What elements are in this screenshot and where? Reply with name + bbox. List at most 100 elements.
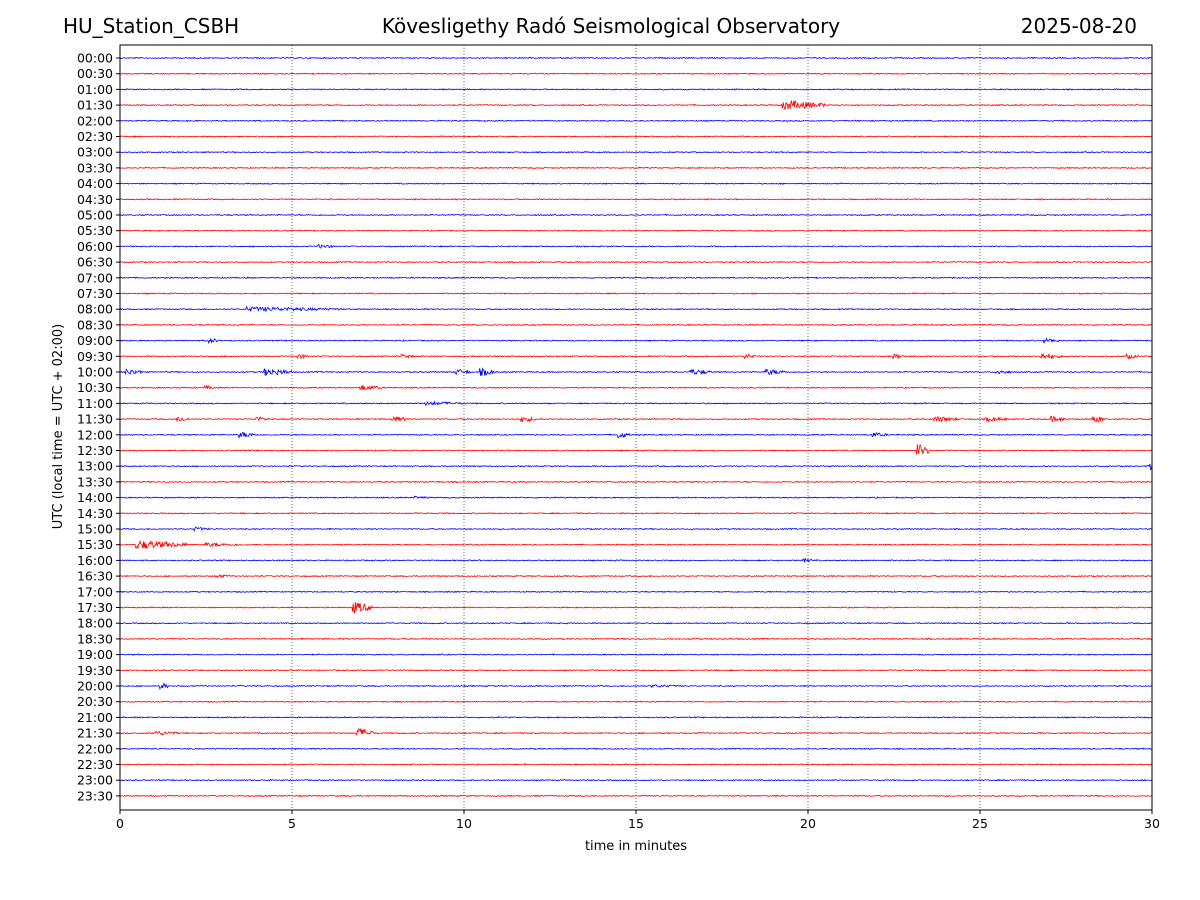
- trace-1130: [119, 415, 1153, 423]
- trace-0330: [119, 166, 1153, 170]
- trace-0730: [119, 292, 1153, 295]
- trace-2130: [119, 727, 1153, 736]
- y-tick-label: 17:00: [77, 584, 113, 599]
- trace-1100: [119, 400, 1153, 407]
- y-tick-label: 15:00: [77, 522, 113, 537]
- x-tick-label: 15: [628, 816, 644, 831]
- y-tick-label: 14:00: [77, 490, 113, 505]
- y-tick-label: 01:00: [77, 82, 113, 97]
- x-tick-label: 25: [972, 816, 988, 831]
- y-tick-label: 11:00: [77, 396, 113, 411]
- y-tick-label: 09:00: [77, 333, 113, 348]
- y-tick-label: 05:00: [77, 208, 113, 223]
- y-tick-label: 02:00: [77, 113, 113, 128]
- trace-0800: [119, 305, 1153, 313]
- x-tick-label: 20: [800, 816, 816, 831]
- trace-2230: [119, 763, 1153, 766]
- trace-2100: [119, 716, 1153, 719]
- trace-1030: [119, 384, 1153, 391]
- y-tick-label: 09:30: [77, 349, 113, 364]
- x-tick-label: 5: [288, 816, 296, 831]
- trace-0400: [119, 182, 1153, 185]
- y-tick-label: 06:00: [77, 239, 113, 254]
- y-tick-label: 19:30: [77, 663, 113, 678]
- y-tick-label: 01:30: [77, 98, 113, 113]
- y-tick-label: 04:30: [77, 192, 113, 207]
- y-tick-label: 23:00: [77, 773, 113, 788]
- trace-1330: [119, 480, 1153, 484]
- y-tick-label: 08:00: [77, 302, 113, 317]
- y-tick-label: 03:00: [77, 145, 113, 160]
- trace-0600: [119, 243, 1153, 249]
- y-tick-label: 13:30: [77, 474, 113, 489]
- trace-1500: [119, 526, 1153, 533]
- x-tick-label: 0: [116, 816, 124, 831]
- x-tick-label: 30: [1144, 816, 1160, 831]
- y-tick-label: 06:30: [77, 255, 113, 270]
- trace-0200: [119, 119, 1153, 123]
- y-tick-label: 10:00: [77, 365, 113, 380]
- trace-0700: [119, 276, 1153, 280]
- y-tick-label: 19:00: [77, 647, 113, 662]
- x-tick-label: 10: [456, 816, 472, 831]
- trace-1830: [119, 637, 1153, 641]
- y-tick-label: 22:30: [77, 757, 113, 772]
- trace-0030: [119, 72, 1153, 75]
- plot-date: 2025-08-20: [1020, 14, 1137, 38]
- y-tick-label: 21:30: [77, 726, 113, 741]
- y-tick-label: 16:00: [77, 553, 113, 568]
- trace-0000: [119, 56, 1153, 60]
- station-name: HU_Station_CSBH: [63, 14, 240, 38]
- x-axis-label: time in minutes: [585, 839, 687, 854]
- trace-1000: [119, 367, 1153, 376]
- trace-1900: [119, 653, 1153, 656]
- trace-1400: [119, 495, 1153, 500]
- y-tick-label: 18:30: [77, 631, 113, 646]
- trace-0930: [119, 352, 1153, 360]
- y-tick-label: 14:30: [77, 506, 113, 521]
- trace-0530: [119, 229, 1153, 232]
- y-tick-label: 20:30: [77, 694, 113, 709]
- y-tick-label: 08:30: [77, 317, 113, 332]
- trace-0430: [119, 198, 1153, 201]
- trace-1530: [119, 539, 1153, 550]
- y-tick-label: 16:30: [77, 569, 113, 584]
- observatory-title: Kövesligethy Radó Seismological Observat…: [381, 14, 841, 38]
- trace-1700: [119, 590, 1153, 594]
- trace-2330: [119, 794, 1153, 798]
- y-tick-label: 07:00: [77, 270, 113, 285]
- trace-1300: [119, 463, 1153, 471]
- y-tick-label: 07:30: [77, 286, 113, 301]
- y-axis-label: UTC (local time = UTC + 02:00): [51, 324, 66, 529]
- trace-2200: [119, 747, 1153, 751]
- y-tick-label: 12:30: [77, 443, 113, 458]
- trace-1230: [119, 443, 1153, 455]
- y-tick-label: 03:30: [77, 160, 113, 175]
- trace-1930: [119, 668, 1153, 672]
- trace-1630: [119, 574, 1153, 579]
- y-tick-label: 17:30: [77, 600, 113, 615]
- trace-2000: [119, 682, 1153, 691]
- y-tick-label: 00:00: [77, 51, 113, 66]
- y-tick-label: 15:30: [77, 537, 113, 552]
- y-tick-label: 13:00: [77, 459, 113, 474]
- y-tick-label: 18:00: [77, 616, 113, 631]
- trace-1600: [119, 557, 1153, 563]
- y-tick-label: 23:30: [77, 788, 113, 803]
- trace-2030: [119, 700, 1153, 704]
- trace-0500: [119, 213, 1153, 217]
- y-tick-label: 22:00: [77, 741, 113, 756]
- trace-0830: [119, 323, 1153, 327]
- trace-0900: [119, 337, 1153, 345]
- y-tick-label: 21:00: [77, 710, 113, 725]
- trace-0300: [119, 150, 1153, 154]
- y-tick-label: 02:30: [77, 129, 113, 144]
- y-tick-label: 00:30: [77, 66, 113, 81]
- trace-1430: [119, 511, 1153, 515]
- trace-1200: [119, 431, 1153, 439]
- trace-0100: [119, 88, 1153, 91]
- y-tick-label: 11:30: [77, 412, 113, 427]
- trace-0130: [119, 99, 1153, 110]
- y-tick-label: 20:00: [77, 679, 113, 694]
